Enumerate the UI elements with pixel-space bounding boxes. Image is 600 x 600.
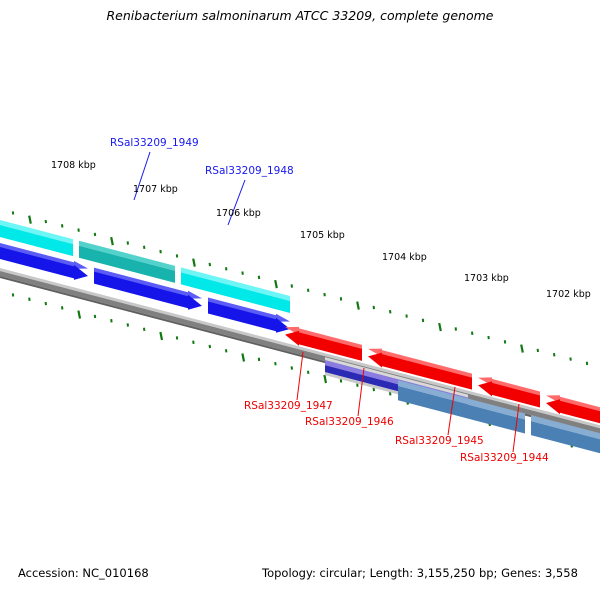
gene-label[interactable]: RSal33209_1949 (110, 137, 199, 149)
cyan-seg-1-highlight (0, 220, 73, 245)
ruler-tick (520, 344, 524, 353)
ruler-label: 1708 kbp (51, 160, 96, 171)
forward-strand-cyan-features[interactable] (0, 212, 290, 313)
genome-map[interactable]: 1708 kbp 1707 kbp 1706 kbp 1705 kbp 1704 kbp… (0, 36, 600, 556)
ruler-tick (274, 279, 278, 289)
cyan-seg-2-highlight (79, 240, 175, 271)
blue-arrow-1-highlight (0, 242, 88, 269)
ruler-label: 1705 kbp (300, 230, 345, 241)
cyan-seg-1[interactable] (0, 217, 73, 257)
ruler-label: 1707 kbp (133, 184, 178, 195)
ruler-tick (192, 258, 196, 267)
leader-line (357, 367, 365, 417)
gene-label[interactable]: RSal33209_1944 (460, 452, 549, 464)
ruler-tick (241, 353, 246, 362)
reverse-strand-steel-features[interactable] (398, 380, 600, 461)
ruler-label: 1702 kbp (546, 289, 591, 300)
gene-label[interactable]: RSal33209_1948 (205, 165, 294, 177)
cyan-seg-2[interactable] (79, 245, 175, 283)
leader-line (296, 351, 304, 401)
leader-line (133, 151, 151, 201)
red-arrow-4[interactable] (546, 399, 600, 431)
gene-label[interactable]: RSal33209_1947 (244, 400, 333, 412)
gene-labels[interactable]: RSal33209_1949 RSal33209_1948 RSal33209_19… (110, 137, 549, 464)
red-arrow-1[interactable] (285, 330, 362, 361)
label-leader-lines (133, 151, 520, 453)
cyan-seg-3[interactable] (181, 272, 290, 313)
ruler-label: 1706 kbp (216, 208, 261, 219)
blue-arrow-1[interactable] (0, 239, 88, 280)
gene-label[interactable]: RSal33209_1946 (305, 416, 394, 428)
accession-text: Accession: NC_010168 (18, 566, 149, 580)
leader-line (512, 403, 520, 453)
reverse-strand-gene-arrows[interactable] (285, 326, 600, 431)
ruler-tick (438, 322, 442, 332)
ruler-tick (28, 215, 32, 224)
steel-bar-2[interactable] (531, 421, 600, 461)
purple-bar-1-edge (325, 357, 468, 398)
steel-bar-1[interactable] (398, 386, 525, 434)
axis-highlight (0, 268, 600, 429)
steel-bar-1-highlight (398, 380, 525, 420)
ruler-tick (356, 301, 360, 310)
red-arrow-2[interactable] (368, 352, 472, 390)
steel-bar-2-highlight (531, 415, 600, 440)
blue-arrow-2-highlight (94, 267, 202, 299)
genome-stats-text: Topology: circular; Length: 3,155,250 bp… (262, 566, 578, 580)
blue-arrow-3-highlight (208, 297, 290, 322)
red-arrow-3[interactable] (478, 381, 540, 408)
genome-track-viewport[interactable]: 1708 kbp 1707 kbp 1706 kbp 1705 kbp 1704 kbp… (0, 36, 600, 556)
ruler-label: 1703 kbp (464, 273, 509, 284)
ruler-tick (110, 236, 114, 246)
ruler-labels: 1708 kbp 1707 kbp 1706 kbp 1705 kbp 1704 kbp… (51, 160, 591, 300)
ruler-tick (323, 374, 328, 384)
status-bar: Accession: NC_010168 Topology: circular;… (0, 556, 600, 600)
forward-strand-gene-arrows[interactable] (0, 235, 290, 333)
leader-line (447, 386, 456, 436)
page-title: Renibacterium salmoninarum ATCC 33209, c… (106, 8, 494, 23)
gene-label[interactable]: RSal33209_1945 (395, 435, 484, 447)
blue-arrow-3[interactable] (208, 301, 290, 333)
ruler-tick (77, 310, 82, 319)
ruler-label: 1704 kbp (382, 252, 427, 263)
blue-arrow-2[interactable] (94, 271, 202, 310)
leader-line (227, 179, 246, 226)
ruler-tick (159, 331, 164, 341)
cyan-seg-3-highlight (181, 267, 290, 301)
